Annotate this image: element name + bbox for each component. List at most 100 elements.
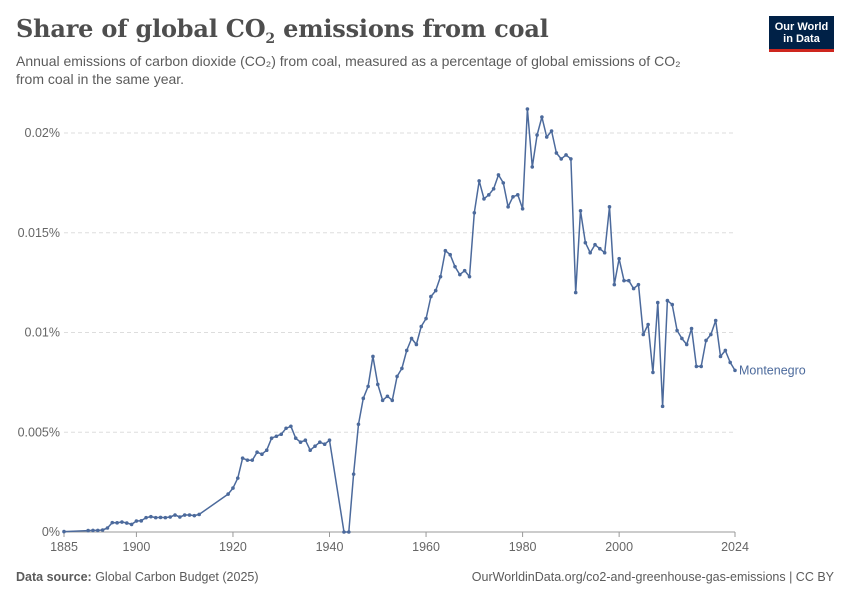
data-point: [414, 342, 419, 347]
data-point: [255, 450, 259, 455]
data-point: [192, 513, 197, 518]
data-point: [95, 528, 100, 533]
data-point: [134, 519, 139, 523]
data-point: [250, 458, 255, 462]
x-tick-label: 2000: [605, 540, 633, 554]
data-point: [342, 530, 346, 534]
data-point: [139, 519, 144, 523]
data-point: [525, 107, 530, 111]
x-tick-label: 1920: [219, 540, 247, 554]
data-point: [549, 129, 554, 133]
y-tick-label: 0.015%: [18, 226, 60, 240]
logo-line-1: Our World: [774, 21, 829, 33]
data-point: [173, 513, 177, 517]
data-point: [371, 354, 375, 359]
data-point: [713, 318, 718, 323]
owid-logo[interactable]: Our World in Data: [769, 16, 834, 52]
data-point: [424, 316, 428, 321]
data-point: [115, 521, 119, 525]
data-point: [564, 153, 568, 157]
data-point: [709, 332, 713, 337]
data-point: [501, 181, 506, 185]
data-point: [655, 300, 660, 305]
data-point: [284, 426, 288, 431]
data-point: [612, 282, 617, 287]
data-point: [178, 515, 182, 519]
data-point: [274, 434, 279, 439]
data-point: [631, 286, 636, 291]
source-value: Global Carbon Budget (2025): [91, 570, 259, 584]
data-point: [395, 374, 399, 379]
data-point: [602, 250, 607, 255]
data-point: [588, 250, 592, 255]
data-point: [245, 458, 250, 462]
data-point: [651, 370, 655, 375]
source-url-link[interactable]: OurWorldinData.org/co2-and-greenhouse-ga…: [471, 570, 786, 584]
data-point: [303, 438, 308, 443]
data-point: [554, 151, 559, 155]
data-point: [91, 528, 95, 533]
data-point: [535, 133, 539, 137]
data-point: [467, 274, 472, 279]
data-point: [361, 396, 366, 401]
data-point: [289, 424, 293, 429]
data-point: [569, 157, 573, 161]
data-point: [670, 302, 675, 307]
data-point: [684, 342, 689, 347]
x-tick-label: 1980: [509, 540, 537, 554]
data-point: [318, 440, 322, 445]
data-point: [607, 205, 612, 209]
y-tick-label: 0%: [42, 525, 60, 539]
data-point: [617, 256, 621, 261]
data-point: [626, 278, 631, 283]
data-point: [385, 394, 390, 399]
x-tick-label: 1940: [316, 540, 344, 554]
data-point: [356, 422, 361, 427]
data-point: [187, 513, 192, 517]
data-point: [443, 248, 448, 253]
data-point: [260, 452, 264, 456]
data-point: [110, 520, 115, 525]
data-point: [458, 272, 462, 277]
data-point: [699, 364, 704, 369]
y-tick-label: 0.005%: [18, 425, 60, 439]
data-point: [573, 290, 578, 295]
data-point: [622, 278, 626, 283]
x-tick-label: 2024: [721, 540, 749, 554]
data-point: [120, 520, 124, 524]
data-point: [429, 294, 433, 299]
data-point: [400, 366, 404, 371]
data-point: [347, 530, 351, 534]
data-point: [153, 515, 158, 520]
data-point: [308, 448, 312, 453]
source-label: Data source:: [16, 570, 92, 584]
data-point: [477, 179, 481, 183]
data-point: [636, 282, 641, 287]
data-point: [511, 195, 515, 199]
data-point: [86, 528, 90, 533]
data-point: [419, 324, 424, 329]
data-point: [293, 436, 298, 441]
data-point: [482, 197, 486, 201]
data-point: [462, 268, 467, 273]
data-point: [197, 512, 201, 517]
data-point: [728, 360, 732, 365]
data-point: [540, 115, 544, 119]
data-point: [327, 438, 332, 443]
data-point: [158, 515, 163, 520]
data-point: [313, 444, 317, 449]
footer-link: OurWorldinData.org/co2-and-greenhouse-ga…: [472, 570, 834, 584]
data-point: [226, 492, 230, 496]
license-text: | CC BY: [785, 570, 834, 584]
chart-title: Share of global CO2 emissions from coal: [16, 14, 549, 47]
chart-subtitle: Annual emissions of carbon dioxide (CO₂)…: [16, 53, 681, 87]
data-point: [264, 448, 269, 453]
data-point: [298, 440, 303, 445]
data-point: [231, 486, 235, 490]
series-label: Montenegro: [739, 363, 806, 377]
data-point: [723, 348, 728, 353]
data-point: [168, 515, 173, 519]
data-point: [240, 456, 245, 460]
footer-source: Data source: Global Carbon Budget (2025): [16, 570, 259, 584]
data-point: [366, 384, 370, 389]
